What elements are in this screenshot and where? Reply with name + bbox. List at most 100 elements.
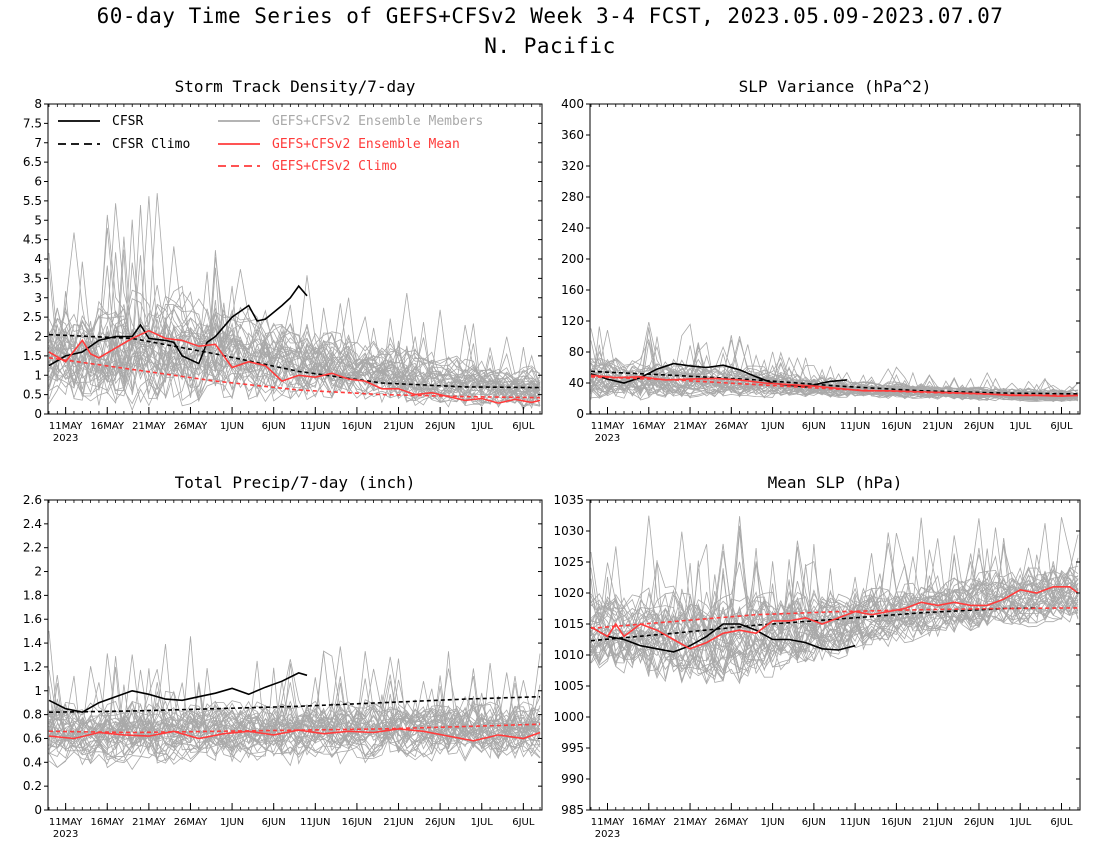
x-tick-label: 21JUN (922, 421, 952, 432)
y-tick-label: 1 (34, 368, 42, 382)
total-precip-chart: Total Precip/7-day (inch)00.20.40.60.811… (23, 473, 543, 840)
x-tick-label: 11MAY (591, 817, 625, 828)
y-tick-label: 8 (34, 97, 42, 111)
x-year-label: 2023 (595, 829, 620, 840)
y-tick-label: 400 (561, 97, 584, 111)
gefs-cfsv2-ensemble-mean-line (48, 329, 541, 404)
member-line (48, 268, 541, 396)
x-tick-label: 1JUN (220, 817, 244, 828)
x-tick-label: 16MAY (632, 817, 666, 828)
member-line (48, 252, 541, 406)
x-tick-label: 11MAY (49, 421, 83, 432)
member-line (590, 599, 1079, 680)
y-tick-label: 1.6 (23, 612, 42, 626)
x-tick-label: 16MAY (90, 421, 124, 432)
member-line (590, 515, 1079, 645)
member-line (48, 677, 541, 754)
y-tick-label: 240 (561, 221, 584, 235)
x-tick-label: 6JUL (512, 817, 535, 828)
x-tick-label: 6JUL (1050, 421, 1073, 432)
x-tick-label: 26JUN (425, 421, 455, 432)
member-line (590, 568, 1079, 682)
x-year-label: 2023 (595, 433, 620, 444)
member-line (48, 672, 541, 741)
member-line (590, 525, 1079, 649)
y-tick-label: 0 (576, 407, 584, 421)
figure-subtitle: N. Pacific (484, 34, 616, 58)
x-tick-label: 6JUN (262, 421, 286, 432)
member-line (48, 249, 541, 407)
member-line (590, 573, 1079, 646)
x-tick-label: 26JUN (425, 817, 455, 828)
member-line (48, 682, 541, 746)
y-tick-label: 0.8 (23, 708, 42, 722)
x-tick-label: 11JUN (300, 817, 330, 828)
x-tick-label: 11JUN (840, 817, 870, 828)
x-tick-label: 26MAY (174, 421, 208, 432)
member-line (48, 656, 541, 752)
x-tick-label: 21MAY (673, 817, 707, 828)
member-line (48, 713, 541, 749)
x-tick-label: 11MAY (591, 421, 625, 432)
y-tick-label: 0 (34, 803, 42, 817)
member-line (48, 203, 541, 384)
cfsr-climo-line (48, 695, 541, 713)
x-tick-label: 21MAY (673, 421, 707, 432)
plot-frame (47, 499, 543, 811)
member-line (590, 517, 1079, 639)
y-tick-label: 3 (34, 291, 42, 305)
y-tick-label: 1030 (553, 524, 584, 538)
y-tick-label: 120 (561, 314, 584, 328)
x-tick-label: 11JUN (300, 421, 330, 432)
gefs-cfsv2-climo-line (590, 376, 1079, 397)
y-tick-label: 6.5 (23, 155, 42, 169)
y-tick-label: 1.5 (23, 349, 42, 363)
x-tick-label: 11JUN (840, 421, 870, 432)
y-tick-label: 1.4 (23, 636, 42, 650)
y-tick-label: 1.8 (23, 588, 42, 602)
member-line (48, 683, 541, 752)
member-line (48, 667, 541, 765)
y-tick-label: 2.4 (23, 517, 42, 531)
member-line (48, 335, 541, 404)
cfsr-climo-line (48, 333, 541, 389)
y-tick-label: 280 (561, 190, 584, 204)
member-line (48, 236, 541, 399)
y-tick-label: 2 (34, 565, 42, 579)
member-line (48, 337, 541, 404)
member-line (590, 600, 1079, 675)
legend-label: CFSR (112, 114, 143, 129)
slp-variance-chart: SLP Variance (hPa^2) 0 40 80 120 160 200 240 280… (561, 77, 1081, 444)
y-tick-label: 2.6 (23, 493, 42, 507)
y-tick-label: 995 (561, 741, 584, 755)
x-tick-label: 21JUN (383, 421, 413, 432)
gefs-cfsv2-ensemble-mean-line (590, 585, 1079, 650)
x-tick-label: 16JUN (881, 817, 911, 828)
y-tick-label: 1010 (553, 648, 584, 662)
y-tick-label: 320 (561, 159, 584, 173)
figure-title: 60-day Time Series of GEFS+CFSv2 Week 3-… (96, 4, 1004, 28)
y-tick-label: 5.5 (23, 194, 42, 208)
x-tick-label: 6JUN (262, 817, 286, 828)
member-line (590, 516, 1079, 641)
x-tick-label: 1JUN (220, 421, 244, 432)
mean-slp-chart: Mean SLP (hPa) 985 990 995 1000 1005 1010 1015 1… (553, 473, 1081, 840)
storm-track-density-chart: Storm Track Density/7-day 0 0.5 1 1.5 2 2.5 3 3.… (23, 77, 543, 444)
cfsr-line (590, 623, 856, 653)
x-tick-label: 1JUL (1009, 817, 1032, 828)
panel-title: Mean SLP (hPa) (768, 473, 903, 492)
x-tick-label: 1JUN (761, 817, 785, 828)
x-tick-label: 6JUN (802, 817, 826, 828)
y-tick-label: 1005 (553, 679, 584, 693)
x-tick-label: 6JUL (512, 421, 535, 432)
x-tick-label: 26JUN (964, 817, 994, 828)
x-tick-label: 6JUL (1050, 817, 1073, 828)
legend-label: GEFS+CFSv2 Climo (272, 159, 397, 174)
member-line (590, 326, 1079, 402)
panel-title: Storm Track Density/7-day (175, 77, 416, 96)
y-tick-label: 5 (34, 213, 42, 227)
y-tick-label: 80 (569, 345, 584, 359)
gefs-cfsv2-ensemble-mean-line (48, 728, 541, 742)
x-tick-label: 16JUN (342, 421, 372, 432)
member-line (48, 656, 541, 738)
